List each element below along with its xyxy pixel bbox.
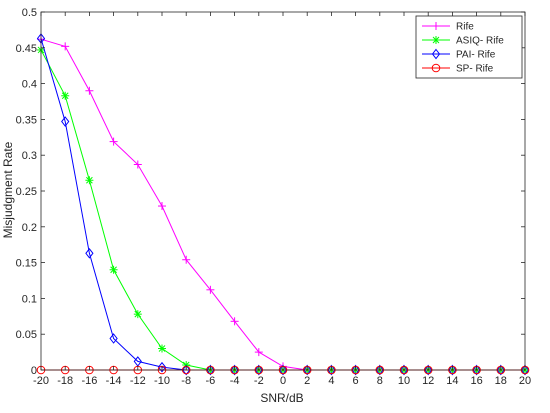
x-tick-label: -16 <box>81 375 97 387</box>
data-point <box>182 255 191 264</box>
x-tick-label: -2 <box>254 375 264 387</box>
y-tick-label: 0.2 <box>22 222 37 234</box>
x-tick-label: -8 <box>181 375 191 387</box>
data-point <box>61 116 70 127</box>
data-point <box>230 317 239 326</box>
x-tick-label: -12 <box>130 375 146 387</box>
legend: Rife ASIQ- Rife PAI- Rife SP- Rife <box>415 15 523 79</box>
legend-label: Rife <box>456 22 474 33</box>
x-tick-label: 0 <box>280 375 286 387</box>
data-point <box>109 333 118 344</box>
y-tick-label: 0.4 <box>22 79 37 91</box>
x-tick-label: 16 <box>470 375 482 387</box>
legend-marker <box>432 22 440 30</box>
y-tick-label: 0.1 <box>22 293 37 305</box>
data-point <box>61 91 70 100</box>
data-point <box>109 265 118 274</box>
legend-item: PAI- Rife <box>422 48 496 61</box>
x-tick-label: -20 <box>33 375 49 387</box>
data-point <box>278 364 288 376</box>
data-point <box>399 364 409 376</box>
data-point <box>85 176 94 185</box>
y-tick-label: 0.45 <box>16 43 37 55</box>
data-point <box>206 364 215 376</box>
data-point <box>158 202 166 211</box>
y-tick-label: 0.5 <box>22 7 37 19</box>
data-point <box>157 361 167 373</box>
y-axis-label: Misjudgment Rate <box>1 141 15 238</box>
legend-item: SP- Rife <box>422 64 494 75</box>
legend-marker <box>431 48 441 60</box>
x-tick-label: 14 <box>446 375 458 387</box>
data-point <box>61 42 70 51</box>
legend-label: ASIQ- Rife <box>456 36 504 47</box>
y-tick-label: 0.05 <box>16 329 37 341</box>
data-point <box>254 364 263 376</box>
data-point <box>206 285 215 294</box>
x-tick-label: -6 <box>206 375 216 387</box>
data-point <box>85 247 94 259</box>
data-point <box>424 364 433 376</box>
y-tick-label: 0 <box>31 365 37 377</box>
x-tick-label: 20 <box>519 375 531 387</box>
data-point <box>133 310 142 319</box>
data-point <box>472 364 481 376</box>
x-tick-label: -4 <box>230 375 240 387</box>
data-point <box>158 344 166 353</box>
data-point <box>303 364 312 376</box>
y-tick-label: 0.35 <box>16 114 37 126</box>
data-point <box>496 364 505 376</box>
x-tick-label: -10 <box>154 375 170 387</box>
x-tick-label: 4 <box>328 375 334 387</box>
data-point <box>230 364 239 376</box>
data-point <box>85 86 94 95</box>
data-point <box>520 364 530 376</box>
y-tick-label: 0.15 <box>16 258 37 270</box>
x-tick-label: 2 <box>304 375 310 387</box>
data-point <box>351 364 360 376</box>
data-point <box>327 364 336 376</box>
data-point <box>182 364 191 376</box>
x-tick-label: -18 <box>57 375 73 387</box>
data-point <box>109 137 118 146</box>
x-tick-label: 8 <box>377 375 383 387</box>
axes <box>40 11 526 371</box>
data-point <box>448 364 457 376</box>
x-tick-label: 6 <box>353 375 359 387</box>
x-tick-label: 10 <box>398 375 410 387</box>
data-point <box>133 160 142 169</box>
x-tick-label: 12 <box>422 375 434 387</box>
x-tick-label: 18 <box>495 375 507 387</box>
y-tick-label: 0.3 <box>22 150 37 162</box>
legend-label: PAI- Rife <box>456 50 496 61</box>
data-point <box>375 364 384 376</box>
x-tick-label: -14 <box>106 375 122 387</box>
tick-labels: -20 -18 -16 -14 -12 -10 -8 -6 -4 -2 0 2 4 6 8 10 12 14 16 1… <box>16 7 532 387</box>
data-point <box>254 348 263 357</box>
y-tick-label: 0.25 <box>16 186 37 198</box>
legend-label: SP- Rife <box>456 64 494 75</box>
legend-item: ASIQ- Rife <box>422 36 504 47</box>
x-axis-label: SNR/dB <box>260 391 303 405</box>
legend-marker <box>432 36 440 44</box>
legend-marker <box>431 63 441 73</box>
legend-item: Rife <box>422 22 474 33</box>
